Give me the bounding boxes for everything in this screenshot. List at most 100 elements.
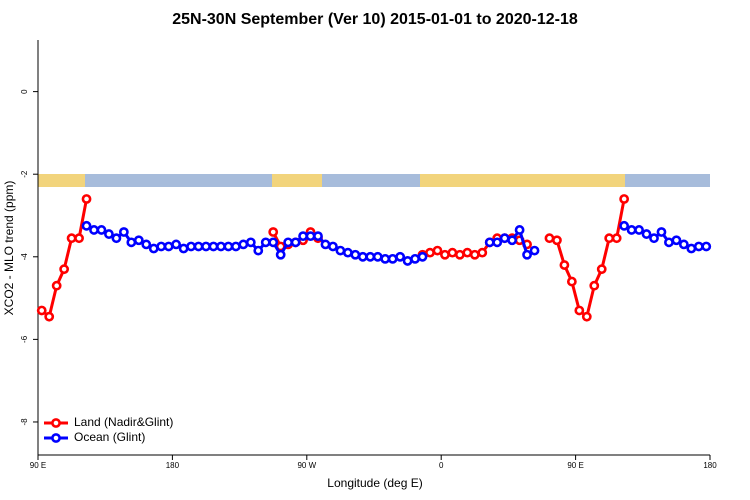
data-point [305,231,316,242]
data-point [126,237,137,248]
data-point [372,251,383,262]
data-point [283,237,294,248]
data-point [342,247,353,258]
data-point [268,227,279,237]
land-strip [38,174,85,187]
data-point [499,233,510,244]
x-tick-label: 90 E [567,461,583,470]
data-point [178,243,189,254]
data-point [701,241,712,252]
y-tick-label: -2 [20,170,29,178]
data-point [148,243,159,254]
data-point [559,260,570,270]
x-tick-label: 180 [166,461,180,470]
data-point [260,237,271,248]
data-point [693,241,704,252]
data-point [454,249,465,260]
y-tick-label: -4 [20,253,29,261]
data-point [462,247,473,258]
data-point [596,264,607,275]
data-point [611,233,622,244]
land-strip [420,174,625,187]
data-point [507,235,518,246]
x-axis-label: Longitude (deg E) [327,476,422,490]
data-point [268,237,279,248]
data-point [141,239,152,250]
data-point [104,229,114,239]
y-axis-label: XCO2 - MLO trend (ppm) [2,181,16,316]
data-point [96,225,107,235]
legend-marker [51,433,61,443]
data-point [275,249,286,260]
chart-title: 25N-30N September (Ver 10) 2015-01-01 to… [172,11,578,28]
data-point [298,231,308,242]
data-point [357,251,368,262]
x-tick-label: 0 [439,461,444,470]
data-point [223,241,234,252]
data-point [201,241,211,252]
data-point [641,229,652,239]
data-point [469,249,480,260]
data-point [492,237,503,248]
data-point [432,245,443,256]
data-point [328,241,338,252]
data-point [365,251,376,262]
y-tick-label: -6 [20,335,29,343]
data-point [163,241,174,252]
data-point [649,233,659,244]
data-point [44,311,55,322]
data-point [81,194,92,204]
legend-marker [51,418,61,428]
data-point [574,305,585,316]
data-point [566,276,577,287]
data-point [238,239,249,250]
data-point [440,249,450,260]
data-point [581,311,592,322]
data-point [74,233,84,244]
data-point [171,239,182,250]
data-point [402,256,413,266]
data-point [514,225,525,235]
data-point [619,220,630,231]
data-point [410,253,420,264]
data-point [253,245,264,256]
data-point [417,251,428,262]
data-point [544,233,555,244]
data-point [529,245,540,256]
data-point [484,237,495,248]
data-point [626,225,637,235]
data-point [186,241,196,252]
data-point [387,253,398,264]
data-point [335,245,346,256]
data-point [447,247,458,258]
data-point [230,241,241,252]
data-point [208,241,219,252]
data-point [111,233,122,244]
data-point [320,239,331,250]
data-point [686,243,697,254]
data-point [350,249,361,260]
data-point [290,237,301,248]
data-point [522,249,532,260]
data-point [216,241,226,252]
series-line [40,198,626,319]
data-point [118,227,129,237]
data-point [313,231,323,242]
data-point [156,241,167,252]
x-tick-label: 90 W [297,461,316,470]
map-strip [38,174,710,187]
land-strip [272,174,322,187]
y-tick-label: 0 [20,89,29,94]
y-tick-label: -8 [20,418,29,426]
data-point [678,239,689,250]
data-point [395,251,406,262]
data-point [59,264,70,275]
data-point [656,227,667,237]
legend-label: Ocean (Glint) [74,430,145,444]
data-point [245,237,256,248]
data-point [133,235,144,246]
data-point [380,253,391,264]
data-point [634,225,644,235]
data-point [66,233,77,244]
